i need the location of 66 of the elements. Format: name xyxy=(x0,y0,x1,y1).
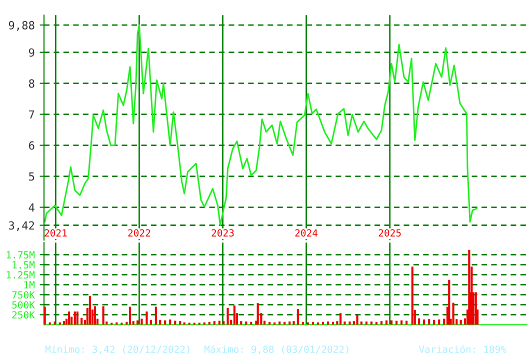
bar xyxy=(356,314,358,325)
bar xyxy=(150,320,152,325)
y-tick-label: 1.25M xyxy=(6,271,35,279)
bar xyxy=(159,320,162,325)
bar xyxy=(395,320,398,325)
bar xyxy=(74,312,76,325)
bar xyxy=(460,320,462,325)
bar xyxy=(76,312,78,325)
bar xyxy=(292,321,295,325)
text: Variación: 189% xyxy=(418,345,506,353)
y-tick-label: 9,88 xyxy=(8,21,34,31)
y-tick-label: 7 xyxy=(29,110,34,119)
bar xyxy=(146,312,148,325)
x-tick-label: 2024 xyxy=(295,229,318,237)
bar xyxy=(80,318,83,325)
bar xyxy=(348,322,351,325)
bar xyxy=(174,320,176,325)
y-tick-label: 6 xyxy=(28,141,34,150)
text: Mínimo: 3,42 (20/12/2022) xyxy=(45,345,190,354)
bar xyxy=(140,318,143,325)
bar xyxy=(102,306,104,325)
bar xyxy=(222,321,225,325)
bar xyxy=(154,306,157,325)
bar xyxy=(169,320,172,325)
bar xyxy=(213,321,216,325)
x-tick-label: 2022 xyxy=(128,229,150,237)
bar xyxy=(94,306,96,325)
bar xyxy=(256,303,259,325)
x-tick-label: 2023 xyxy=(212,229,234,237)
y-tick-label: 750K xyxy=(12,291,35,299)
bar xyxy=(344,322,346,325)
bar xyxy=(339,313,342,325)
y-tick-label: 3,42 xyxy=(8,221,34,232)
bar xyxy=(233,306,236,325)
bar xyxy=(226,308,229,325)
y-tick-label: 1.5M xyxy=(12,261,35,269)
bar xyxy=(405,320,408,325)
bar xyxy=(62,321,66,325)
x-tick-label: 2021 xyxy=(44,229,67,237)
bar xyxy=(128,306,132,325)
y-tick-label: 250K xyxy=(12,311,35,319)
y-tick-label: 9 xyxy=(28,48,34,57)
bar xyxy=(433,320,436,325)
bar xyxy=(44,306,46,325)
bar xyxy=(179,321,182,325)
bar xyxy=(448,280,450,325)
y-tick-label: 1M xyxy=(24,281,35,288)
bar xyxy=(411,266,414,325)
line-series xyxy=(44,24,478,226)
bar xyxy=(438,320,440,325)
bar xyxy=(452,302,454,325)
y-tick-label: 4 xyxy=(28,203,34,212)
y-tick-label: 1.75M xyxy=(6,251,35,259)
bar xyxy=(218,320,220,325)
bar xyxy=(240,321,242,325)
text: Máximo: 9,88 (03/01/2022) xyxy=(204,345,348,354)
bar xyxy=(68,312,70,325)
bar xyxy=(296,309,299,325)
y-tick-label: 8 xyxy=(28,79,34,88)
bar xyxy=(423,320,426,325)
bar xyxy=(428,319,430,325)
y-tick-label: 5 xyxy=(29,172,34,181)
x-tick-label: 2025 xyxy=(378,229,401,237)
bar xyxy=(380,321,383,325)
y-tick-label: 500K xyxy=(12,301,35,309)
bar xyxy=(88,296,91,325)
